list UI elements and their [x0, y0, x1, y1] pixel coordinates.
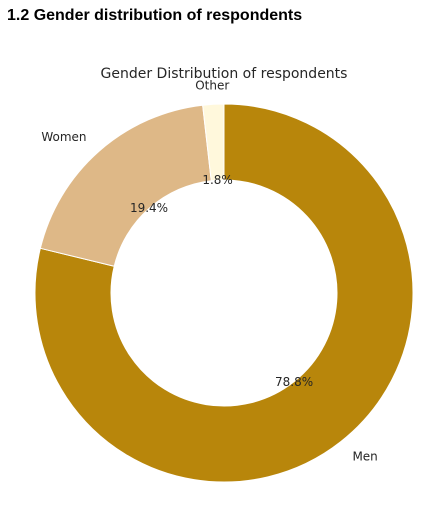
slice-women — [39, 104, 212, 267]
pct-label-women: 19.4% — [130, 201, 168, 215]
slice-label-other: Other — [195, 78, 229, 92]
slice-label-men: Men — [352, 449, 377, 463]
donut-slices — [34, 103, 414, 483]
slice-label-women: Women — [41, 130, 86, 144]
pct-label-other: 1.8% — [202, 173, 233, 187]
section-heading: 1.2 Gender distribution of respondents — [7, 7, 303, 24]
slice-men — [34, 103, 414, 483]
donut-labels: Men 78.8% Women 19.4% Other 1.8% — [41, 78, 377, 463]
slice-other — [202, 103, 225, 182]
chart-title: Gender Distribution of respondents — [101, 66, 348, 82]
pct-label-men: 78.8% — [275, 375, 313, 389]
